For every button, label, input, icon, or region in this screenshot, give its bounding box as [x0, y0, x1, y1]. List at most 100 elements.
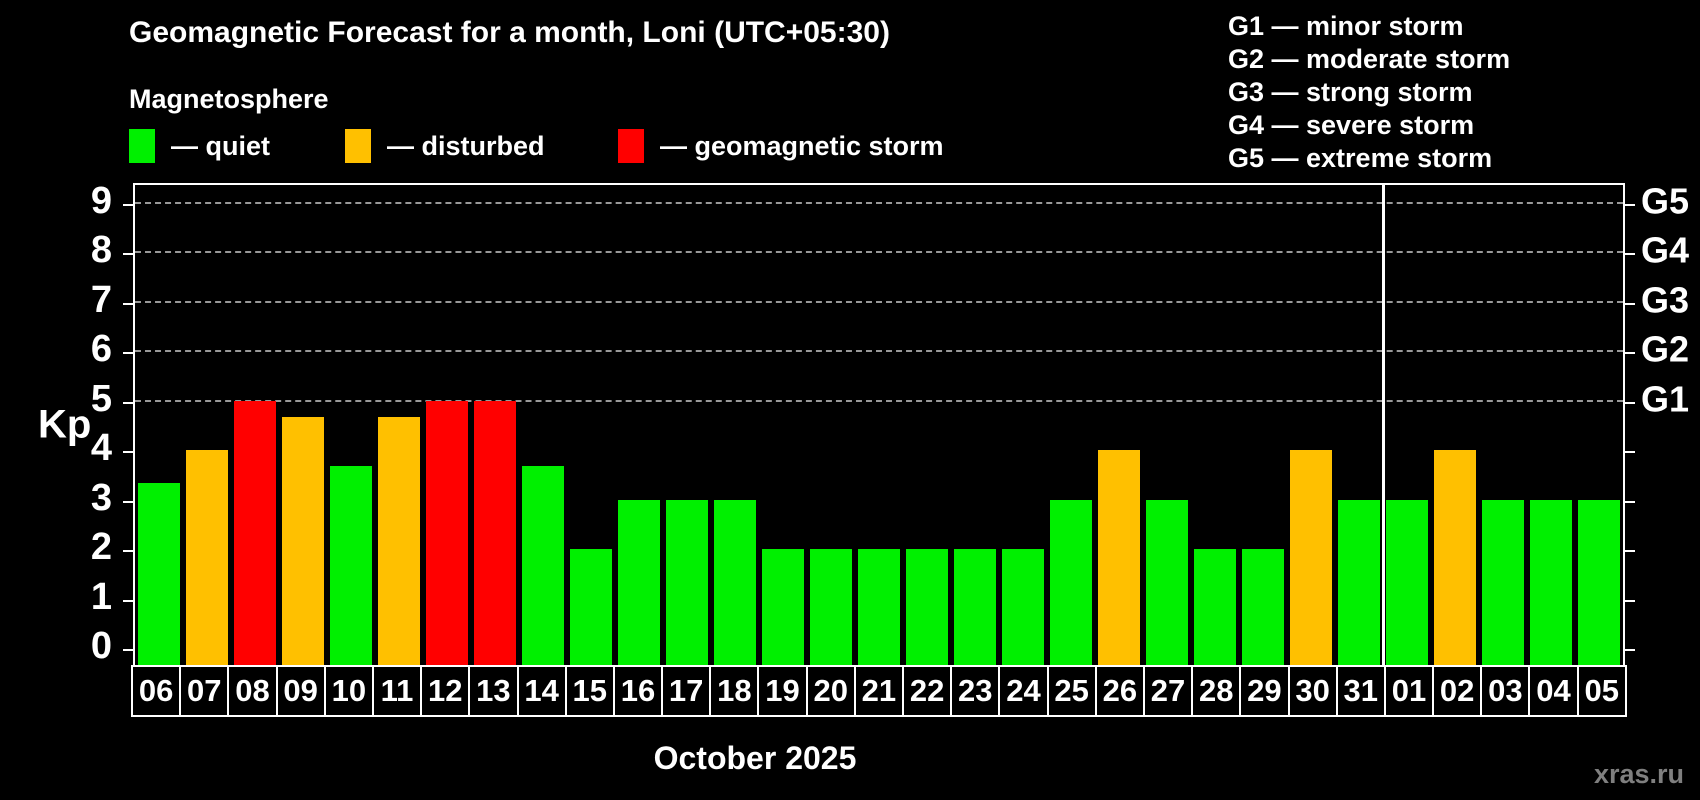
date-cell-13: 13	[470, 667, 519, 715]
kp-bar-27	[1146, 499, 1188, 665]
legend-item-storm: — geomagnetic storm	[618, 129, 944, 163]
right-tick-kp0	[1625, 649, 1635, 651]
plot-area	[123, 183, 1635, 667]
legend-label: — geomagnetic storm	[660, 130, 944, 161]
watermark: xras.ru	[1593, 759, 1684, 789]
right-tick-kp1	[1625, 599, 1635, 602]
right-tick-kp2	[1625, 550, 1635, 552]
storm-scale-row-G1: G1 — minor storm	[1228, 11, 1464, 41]
left-tick-kp1	[123, 599, 133, 602]
kp-bar-21	[858, 549, 900, 665]
kp-bar-29	[1242, 549, 1284, 665]
kp-bar-05	[1578, 499, 1620, 665]
date-cell-07: 07	[181, 667, 230, 715]
y-tick-label-2: 2	[90, 525, 112, 568]
kp-bar-12	[426, 400, 468, 665]
kp-bar-14	[522, 466, 564, 665]
legend-item-quiet: — quiet	[129, 129, 270, 163]
right-tick-kp5	[1625, 401, 1635, 404]
date-cell-28: 28	[1193, 667, 1242, 715]
y-tick-label-7: 7	[90, 278, 112, 321]
kp-bar-11	[378, 416, 420, 665]
date-cell-04: 04	[1530, 667, 1579, 715]
kp-bar-01	[1386, 499, 1428, 665]
g-level-label-G2: G2	[1641, 328, 1690, 370]
y-axis-label: Kp	[38, 402, 92, 447]
storm-scale-row-G4: G4 — severe storm	[1228, 110, 1475, 140]
date-cell-27: 27	[1145, 667, 1194, 715]
kp-bar-20	[810, 549, 852, 665]
kp-bar-22	[906, 549, 948, 665]
left-tick-kp0	[123, 649, 133, 651]
date-cell-12: 12	[422, 667, 471, 715]
right-tick-kp7	[1625, 302, 1635, 305]
date-cell-18: 18	[711, 667, 760, 715]
legend-swatch-quiet	[129, 129, 155, 163]
right-tick-kp4	[1625, 451, 1635, 453]
kp-bar-03	[1482, 499, 1524, 665]
left-tick-kp4	[123, 451, 133, 453]
y-tick-label-4: 4	[90, 426, 112, 469]
date-cell-25: 25	[1049, 667, 1097, 715]
date-cell-20: 20	[808, 667, 856, 715]
y-tick-label-9: 9	[90, 179, 112, 222]
kp-bar-04	[1530, 499, 1572, 665]
kp-bar-06	[138, 483, 180, 665]
kp-bar-26	[1098, 450, 1140, 665]
month-caption: October 2025	[653, 740, 857, 776]
g-level-label-G3: G3	[1641, 278, 1690, 320]
y-tick-label-8: 8	[90, 228, 112, 271]
legend-label: — disturbed	[387, 130, 545, 161]
kp-bar-25	[1050, 499, 1092, 665]
kp-bar-13	[474, 400, 516, 665]
kp-bar-15	[570, 549, 612, 665]
g-level-label-G4: G4	[1641, 229, 1690, 271]
g-level-label-G1: G1	[1641, 377, 1690, 419]
right-tick-kp9	[1625, 203, 1635, 206]
month-divider-line	[1381, 185, 1385, 665]
date-cell-24: 24	[1000, 667, 1049, 715]
gridline-kp9	[135, 201, 1623, 204]
kp-bar-10	[330, 466, 372, 665]
kp-bar-31	[1338, 499, 1380, 665]
kp-bar-02	[1434, 450, 1476, 665]
kp-bar-07	[186, 450, 228, 665]
storm-scale-row-G2: G2 — moderate storm	[1228, 44, 1511, 74]
kp-bar-09	[282, 416, 324, 665]
left-tick-kp7	[123, 302, 133, 305]
date-cell-08: 08	[229, 667, 278, 715]
chart-subtitle: Magnetosphere	[129, 84, 329, 114]
left-tick-kp5	[123, 401, 133, 404]
legend-item-disturbed: — disturbed	[345, 129, 545, 163]
date-cell-05: 05	[1584, 673, 1619, 708]
date-cell-31: 31	[1338, 667, 1386, 715]
date-cell-21: 21	[856, 667, 904, 715]
legend-label: — quiet	[171, 130, 270, 161]
left-tick-kp2	[123, 550, 133, 552]
kp-bar-28	[1194, 549, 1236, 665]
date-cell-29: 29	[1241, 667, 1290, 715]
kp-bar-23	[954, 549, 996, 665]
date-cell-02: 02	[1434, 667, 1483, 715]
date-cell-16: 16	[615, 667, 664, 715]
y-tick-label-5: 5	[90, 377, 112, 420]
left-tick-kp6	[123, 352, 133, 354]
page-title: Geomagnetic Forecast for a month, Loni (…	[129, 16, 890, 49]
kp-bar-18	[714, 499, 756, 665]
date-cell-06: 06	[133, 667, 182, 715]
legend-swatch-disturbed	[345, 129, 371, 163]
storm-scale-legend: G1 — minor storm G2 — moderate storm G3 — …	[1228, 10, 1510, 175]
date-cell-17: 17	[663, 667, 712, 715]
storm-scale-row-G5: G5 — extreme storm	[1228, 143, 1493, 173]
date-cell-03: 03	[1482, 667, 1531, 715]
y-tick-label-6: 6	[90, 327, 112, 370]
gridline-kp7	[135, 300, 1623, 303]
left-tick-kp9	[123, 203, 133, 206]
date-cell-09: 09	[278, 667, 326, 715]
date-cell-01: 01	[1386, 667, 1435, 715]
right-tick-kp3	[1625, 500, 1635, 503]
kp-bar-24	[1002, 549, 1044, 665]
gridline-kp5	[135, 399, 1623, 402]
y-tick-label-3: 3	[90, 476, 112, 519]
